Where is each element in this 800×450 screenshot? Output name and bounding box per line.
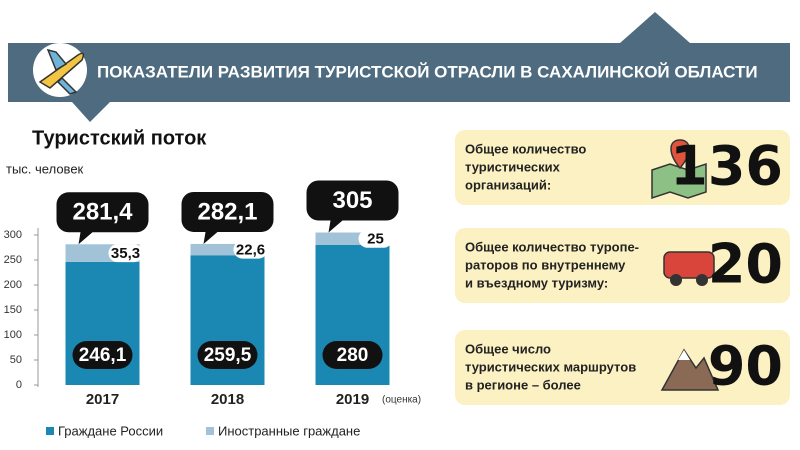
total-label: 282,1 bbox=[197, 198, 257, 225]
value-label: 25 bbox=[367, 231, 384, 248]
card-text: и въездному туризму: bbox=[465, 275, 608, 290]
y-tick-label: 50 bbox=[10, 354, 22, 366]
legend-swatch bbox=[206, 427, 214, 435]
value-label: 259,5 bbox=[204, 345, 252, 366]
total-label: 281,4 bbox=[72, 199, 133, 226]
value-label: 22,6 bbox=[236, 242, 265, 259]
card-text: организаций: bbox=[465, 177, 551, 192]
total-bubble bbox=[306, 180, 399, 233]
total-bubble bbox=[181, 191, 274, 244]
car-icon bbox=[663, 251, 715, 279]
card-text: Общее количество bbox=[465, 141, 586, 156]
y-tick-label: 200 bbox=[4, 279, 22, 291]
card-value: 90 bbox=[708, 335, 783, 398]
wheel bbox=[670, 274, 682, 286]
card-text: в регионе – более bbox=[465, 377, 581, 392]
y-tick-label: 300 bbox=[4, 229, 22, 241]
card-text: Общее количество туропе- bbox=[465, 239, 639, 254]
banner bbox=[8, 12, 790, 122]
total-label: 305 bbox=[332, 187, 372, 214]
x-tick-label: 2017 bbox=[86, 391, 119, 408]
x-tick-label: 2019 bbox=[336, 391, 369, 408]
stat-card bbox=[455, 228, 790, 303]
banner-title: ПОКАЗАТЕЛИ РАЗВИТИЯ ТУРИСТСКОЙ ОТРАСЛИ В… bbox=[97, 62, 758, 81]
value-label: 35,3 bbox=[111, 245, 140, 262]
y-tick-label: 250 bbox=[4, 254, 22, 266]
category-note: (оценка) bbox=[382, 395, 421, 406]
y-tick-label: 150 bbox=[4, 304, 22, 316]
y-tick-label: 100 bbox=[4, 329, 22, 341]
bar-segment bbox=[190, 243, 265, 256]
value-label: 280 bbox=[337, 345, 369, 366]
value-label-bg bbox=[72, 341, 133, 369]
legend-swatch bbox=[46, 427, 54, 435]
card-text: туристических маршрутов bbox=[465, 359, 636, 374]
value-label-bg bbox=[358, 229, 393, 248]
legend-label: Граждане России bbox=[58, 423, 163, 438]
x-tick-label: 2018 bbox=[211, 391, 244, 408]
plane-icon bbox=[33, 43, 87, 97]
card-value: 20 bbox=[708, 233, 783, 296]
y-tick-label: 0 bbox=[16, 379, 22, 391]
card-text: раторов по внутреннему bbox=[465, 257, 626, 272]
value-label: 246,1 bbox=[79, 345, 127, 366]
value-label-bg bbox=[197, 341, 258, 369]
wheel bbox=[696, 274, 708, 286]
chart-title: Туристский поток bbox=[32, 127, 207, 149]
y-axis-label: тыс. человек bbox=[6, 161, 84, 176]
snow bbox=[678, 350, 690, 360]
value-label-bg bbox=[233, 240, 268, 259]
card-value: 136 bbox=[670, 135, 783, 198]
card-text: Общее число bbox=[465, 341, 551, 356]
map-icon bbox=[651, 162, 707, 200]
legend-label: Иностранные граждане bbox=[218, 423, 360, 438]
card-text: туристических bbox=[465, 159, 561, 174]
total-bubble bbox=[56, 192, 149, 245]
pin-icon bbox=[670, 139, 690, 170]
value-label-bg bbox=[322, 341, 383, 369]
value-label-bg bbox=[108, 244, 143, 263]
